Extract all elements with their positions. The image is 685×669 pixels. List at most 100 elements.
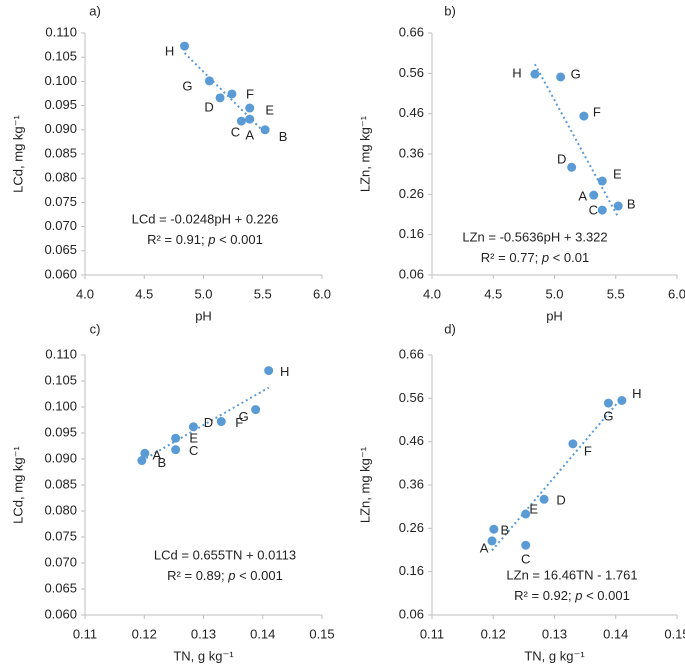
y-tick-label: 0.075 [44, 194, 77, 209]
r-squared-text: R² = 0.91; [147, 232, 208, 247]
x-tick-label: 5.0 [545, 286, 563, 301]
point-label: D [557, 152, 566, 167]
data-point [617, 396, 627, 405]
data-point [245, 103, 255, 113]
point-label: G [182, 78, 192, 93]
point-label: H [280, 364, 289, 379]
p-value: < 0.01 [549, 250, 589, 265]
r-squared-text: R² = 0.92; [514, 588, 575, 603]
point-label: H [165, 44, 174, 59]
y-tick-label: 0.070 [44, 218, 77, 233]
equation: LCd = 0.655TN + 0.0113 [154, 547, 296, 562]
p-value: < 0.001 [582, 588, 629, 603]
data-point [521, 540, 531, 550]
equation: LCd = -0.0248pH + 0.226 [132, 211, 279, 226]
x-tick-label: 5.5 [254, 286, 272, 301]
x-tick-label: 0.11 [73, 626, 97, 641]
y-tick-label: 0.105 [44, 49, 77, 64]
point-label: C [231, 125, 240, 140]
data-point [264, 366, 274, 376]
data-point [603, 398, 613, 408]
point-label: G [603, 409, 613, 424]
y-tick-label: 0.085 [44, 145, 77, 160]
x-tick-label: 0.14 [603, 626, 628, 641]
equation: LZn = -0.5636pH + 3.322 [462, 229, 607, 244]
data-point [539, 494, 549, 504]
r-squared: R² = 0.89; p < 0.001 [167, 568, 283, 583]
panel: c) 0.060 0.065 0.070 0.075 0.080 0.085 0.090 0.0… [10, 321, 334, 663]
point-label: C [521, 552, 530, 567]
p-symbol: p [574, 588, 582, 603]
data-point [568, 439, 578, 449]
panel: a) 0.060 0.065 0.070 0.075 0.080 0.085 0.090 0.0… [10, 3, 331, 323]
trendline [491, 396, 623, 552]
y-tick-label: 0.065 [44, 242, 77, 257]
data-point [589, 190, 599, 200]
r-squared: R² = 0.77; p < 0.01 [481, 250, 589, 265]
data-point [140, 448, 150, 458]
p-value: < 0.001 [235, 568, 282, 583]
x-tick-label: 4.0 [76, 286, 94, 301]
panel-label: c) [90, 321, 101, 336]
y-tick-label: 0.085 [44, 476, 77, 491]
y-tick-label: 0.66 [399, 346, 424, 361]
x-tick-label: 6.0 [313, 286, 331, 301]
trendline [534, 63, 620, 218]
y-tick-label: 0.110 [45, 346, 77, 361]
x-tick-label: 0.13 [191, 626, 216, 641]
y-tick-label: 0.075 [44, 528, 77, 543]
y-tick-label: 0.16 [399, 226, 424, 241]
data-point [245, 114, 255, 124]
panel: b) 0.06 0.16 0.26 0.36 0.46 0.56 0.66 4.0 4.5 5.0 5… [357, 3, 685, 323]
data-point [251, 405, 261, 415]
y-tick-label: 0.06 [399, 266, 424, 281]
y-tick-label: 0.56 [399, 65, 424, 80]
y-tick-label: 0.060 [44, 606, 77, 621]
x-tick-label: 5.0 [194, 286, 212, 301]
y-tick-label: 0.080 [44, 502, 77, 517]
data-point [579, 111, 589, 121]
y-tick-label: 0.110 [45, 24, 77, 39]
data-point [180, 41, 190, 51]
y-tick-label: 0.66 [399, 24, 424, 39]
point-label: B [158, 455, 167, 470]
y-tick-label: 0.105 [44, 372, 77, 387]
p-symbol: p [207, 232, 215, 247]
point-label: E [189, 431, 198, 446]
y-axis-title: LZn, mg kg⁻¹ [357, 115, 372, 192]
data-point [556, 72, 566, 82]
r-squared: R² = 0.92; p < 0.001 [514, 588, 630, 603]
y-tick-label: 0.070 [44, 554, 77, 569]
data-point [227, 89, 237, 99]
point-label: H [632, 386, 641, 401]
y-tick-label: 0.26 [399, 520, 424, 535]
p-value: < 0.001 [215, 232, 262, 247]
p-symbol: p [227, 568, 235, 583]
data-point [521, 509, 531, 519]
y-tick-label: 0.060 [44, 266, 77, 281]
point-label: D [204, 99, 213, 114]
point-label: B [501, 523, 510, 538]
data-point [204, 76, 214, 86]
x-tick-label: 0.12 [132, 626, 157, 641]
panel: d) 0.06 0.16 0.26 0.36 0.46 0.56 0.66 0.11 0.12 0.… [357, 321, 685, 663]
x-tick-label: 0.12 [481, 626, 506, 641]
x-axis-title: TN, g kg⁻¹ [524, 648, 585, 663]
point-label: G [571, 66, 581, 81]
x-tick-label: 0.15 [664, 626, 685, 641]
point-label: A [578, 189, 587, 204]
equation: LZn = 16.46TN - 1.761 [506, 567, 637, 582]
data-point [188, 422, 198, 432]
y-axis-title: LZn, mg kg⁻¹ [357, 446, 372, 523]
y-tick-label: 0.100 [44, 398, 77, 413]
y-tick-label: 0.36 [399, 476, 424, 491]
point-label: E [613, 166, 622, 181]
x-axis-title: pH [195, 308, 212, 323]
point-label: E [265, 102, 274, 117]
point-label: B [627, 196, 636, 211]
data-point [489, 524, 499, 534]
y-tick-label: 0.26 [399, 186, 424, 201]
point-label: C [189, 443, 198, 458]
data-point [215, 93, 225, 103]
